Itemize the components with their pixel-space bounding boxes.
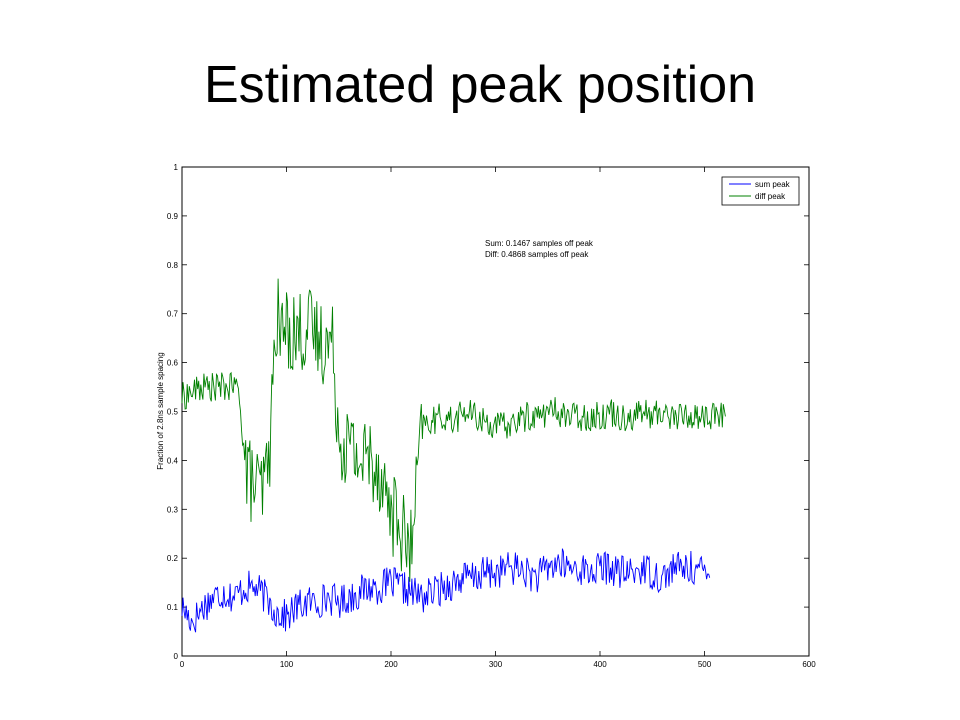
y-tick-label: 0.8 [167,261,179,270]
x-tick-label: 300 [489,660,503,669]
slide-title: Estimated peak position [203,56,757,114]
series-line-sum-peak [181,548,711,633]
y-tick-label: 0.9 [167,212,179,221]
y-tick-label: 0 [174,652,179,661]
plot-area [181,166,810,657]
y-tick-label: 0.5 [167,408,179,417]
series-group [181,278,726,633]
y-tick-label: 0.2 [167,554,179,563]
x-axis: 0 100 200 300 400 500 600 [180,167,816,669]
x-tick-label: 500 [698,660,712,669]
legend-box [721,176,800,206]
y-tick-label: 0.3 [167,505,179,514]
legend: sum peak diff peak [721,176,800,206]
y-tick-label: 0.7 [167,310,179,319]
legend-label-diff: diff peak [755,192,786,201]
y-tick-label: 0.6 [167,359,179,368]
x-tick-label: 100 [280,660,294,669]
x-tick-label: 400 [593,660,607,669]
y-axis-label: Fraction of 2.8ns sample spacing [156,352,165,469]
y-axis: 0 0.1 0.2 0.3 0.4 0.5 0.6 0.7 0.8 0.9 1 [167,163,809,661]
legend-label-sum: sum peak [755,180,791,189]
x-tick-label: 200 [384,660,398,669]
annotation-diff: Diff: 0.4868 samples off peak [485,250,589,259]
y-tick-label: 0.1 [167,603,179,612]
x-tick-label: 600 [802,660,816,669]
annotation-sum: Sum: 0.1467 samples off peak [485,239,594,248]
y-tick-label: 0.4 [167,456,179,465]
y-tick-label: 1 [174,163,179,172]
x-tick-label: 0 [180,660,185,669]
series-line-diff-peak [181,278,726,582]
